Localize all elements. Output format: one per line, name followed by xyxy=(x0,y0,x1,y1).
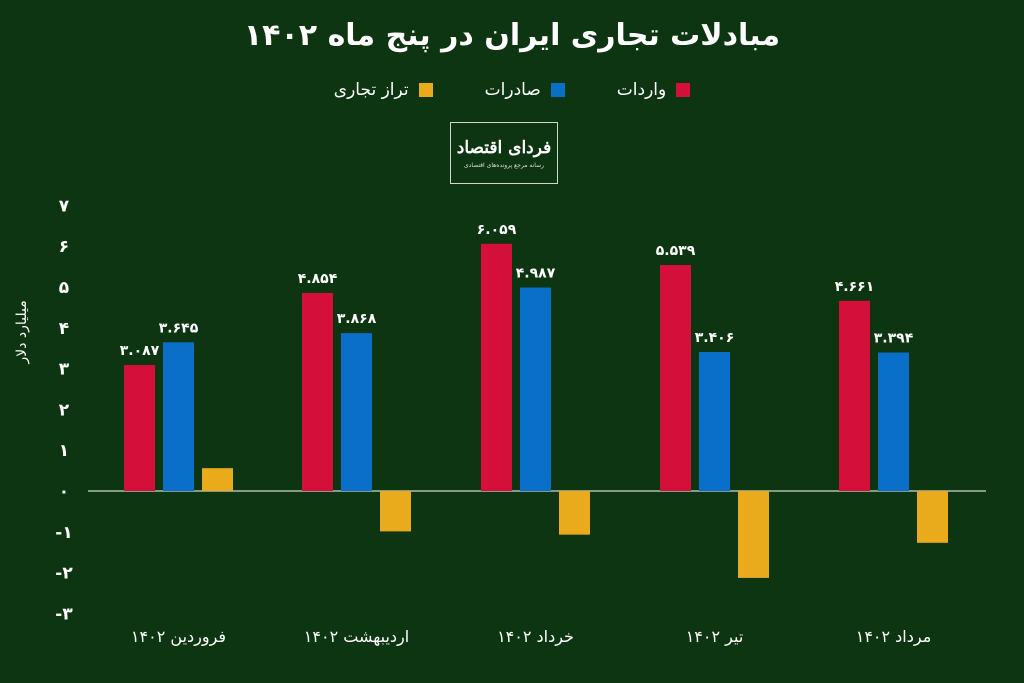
data-label-series0-cat2: ۶.۰۵۹ xyxy=(477,222,517,238)
y-tick-label: -۳ xyxy=(55,604,73,624)
x-category-label: فروردین ۱۴۰۲ xyxy=(131,627,226,647)
bar-series0-cat2 xyxy=(481,243,512,491)
legend: واردات صادرات تراز تجاری xyxy=(0,80,1024,100)
bar-series1-cat2 xyxy=(520,287,551,491)
legend-label-balance: تراز تجاری xyxy=(333,80,409,100)
chart-title: مبادلات تجاری ایران در پنج ماه ۱۴۰۲ xyxy=(243,18,781,53)
data-label-series1-cat2: ۴.۹۸۷ xyxy=(516,266,556,282)
x-category-label: خرداد ۱۴۰۲ xyxy=(497,627,574,647)
legend-item-balance: تراز تجاری xyxy=(334,80,433,100)
y-axis-label: میلیارد دلار xyxy=(14,300,30,364)
bar-series2-cat0 xyxy=(202,468,233,491)
y-tick-label: ۴ xyxy=(59,319,69,339)
legend-swatch-balance xyxy=(418,83,433,97)
legend-item-imports: واردات xyxy=(616,80,691,100)
data-label-series0-cat4: ۴.۶۶۱ xyxy=(835,279,875,295)
bar-series1-cat1 xyxy=(341,333,372,491)
bar-series0-cat4 xyxy=(839,300,870,491)
y-tick-label: ۵ xyxy=(59,278,69,298)
x-category-label: اردیبهشت ۱۴۰۲ xyxy=(304,627,409,647)
y-tick-label: ۶ xyxy=(59,237,69,257)
legend-label-imports: واردات xyxy=(616,80,667,100)
legend-swatch-imports xyxy=(676,83,691,97)
bar-series1-cat4 xyxy=(878,352,909,491)
legend-item-exports: صادرات xyxy=(485,80,565,100)
y-tick-label: -۲ xyxy=(55,564,73,584)
data-label-series0-cat1: ۴.۸۵۴ xyxy=(298,271,338,287)
data-label-series0-cat0: ۳.۰۸۷ xyxy=(120,343,160,359)
y-tick-label: ۱ xyxy=(59,441,69,461)
data-label-series1-cat3: ۳.۴۰۶ xyxy=(695,330,735,346)
y-tick-label: ۲ xyxy=(59,400,70,420)
bar-series1-cat3 xyxy=(699,352,730,491)
bar-series0-cat1 xyxy=(302,292,333,491)
data-label-series1-cat4: ۳.۳۹۴ xyxy=(874,331,914,347)
bar-series1-cat0 xyxy=(163,342,194,491)
data-label-series0-cat3: ۵.۵۳۹ xyxy=(656,243,696,259)
bar-series0-cat3 xyxy=(660,265,691,491)
data-label-series1-cat1: ۳.۸۶۸ xyxy=(337,311,377,327)
data-label-series1-cat0: ۳.۶۴۵ xyxy=(159,320,199,336)
y-tick-label: ۰ xyxy=(59,482,69,502)
bar-series2-cat1 xyxy=(380,491,411,532)
x-category-label: مرداد ۱۴۰۲ xyxy=(856,627,932,647)
y-tick-label: -۱ xyxy=(55,523,72,543)
bar-series2-cat2 xyxy=(559,491,590,535)
brand-logo: فردای اقتصاد رسانه مرجع پرونده‌های اقتصا… xyxy=(450,122,558,184)
logo-tagline: رسانه مرجع پرونده‌های اقتصادی xyxy=(463,161,545,169)
legend-label-exports: صادرات xyxy=(484,80,541,100)
logo-text: فردای اقتصاد xyxy=(456,137,552,158)
legend-swatch-exports xyxy=(550,83,565,97)
bar-series2-cat4 xyxy=(917,491,948,543)
x-category-label: تیر ۱۴۰۲ xyxy=(686,627,744,647)
y-tick-label: ۳ xyxy=(59,360,70,380)
bar-series0-cat0 xyxy=(124,365,155,491)
y-tick-label: ۷ xyxy=(59,196,70,216)
bar-series2-cat3 xyxy=(738,491,769,578)
